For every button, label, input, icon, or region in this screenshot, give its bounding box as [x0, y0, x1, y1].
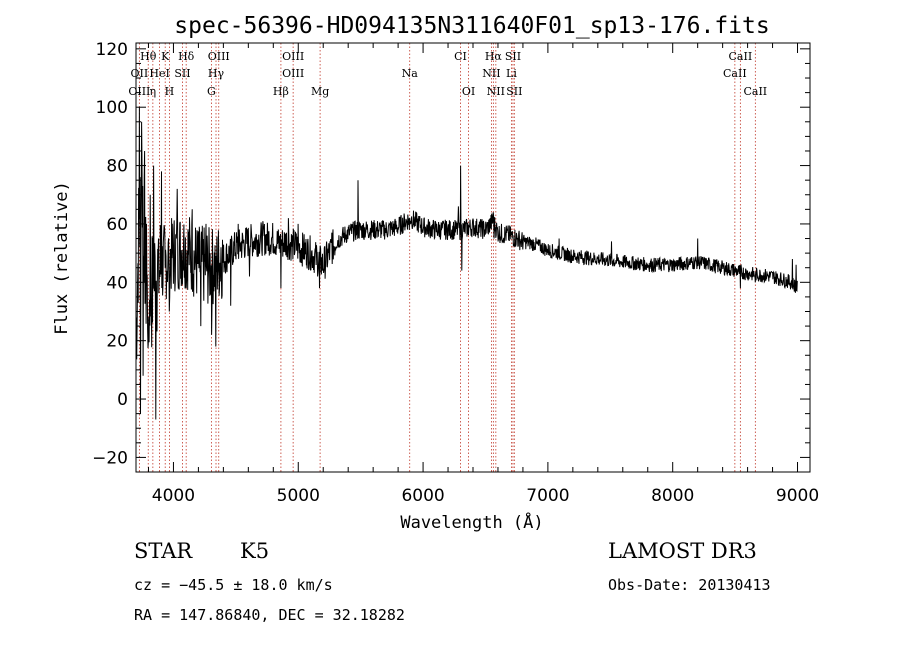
y-axis-label: Flux (relative): [52, 181, 72, 335]
observation-date: Obs-Date: 20130413: [608, 576, 771, 594]
y-tick-label: 80: [106, 157, 128, 177]
object-subclass: K5: [240, 539, 269, 563]
spectral-line-label: SII: [505, 50, 521, 63]
spectral-line-label: OIII: [282, 50, 304, 63]
x-tick-label: 7000: [526, 486, 569, 506]
spectral-line-label: G: [207, 85, 216, 98]
spectral-line-label: OIII: [208, 50, 230, 63]
redshift-cz: cz = −45.5 ± 18.0 km/s: [134, 576, 333, 594]
y-axis-ticks: −20 0 20 40 60 80 100 120: [92, 40, 810, 468]
spectral-line-label: K: [161, 50, 170, 63]
spectral-line-label: H: [165, 85, 175, 98]
spectral-line-label: Hδ: [178, 50, 195, 63]
spectral-line-label: Mg: [311, 85, 329, 98]
spectral-line-label: OIII: [128, 85, 150, 98]
spectral-line-label: OIII: [282, 67, 304, 80]
spectral-line-label: Hθ: [140, 50, 157, 63]
spectral-line-label: Hγ: [208, 67, 225, 80]
spectral-line-label: Hβ: [273, 85, 289, 98]
spectral-line-label: CI: [454, 50, 467, 63]
spectral-line-label: OII: [131, 67, 149, 80]
spectral-line-label: SII: [174, 67, 190, 80]
x-tick-label: 9000: [776, 486, 819, 506]
plot-frame: [135, 42, 811, 473]
spectral-line-label: CaII: [743, 85, 767, 98]
x-axis-label: Wavelength (Å): [400, 511, 543, 533]
spectral-line-label: HeI: [149, 67, 169, 80]
y-tick-label: 100: [96, 98, 128, 118]
spectral-line-label: Na: [402, 67, 419, 80]
spectral-line-label: NII: [487, 85, 505, 98]
y-tick-label: 120: [96, 40, 128, 60]
y-tick-label: 20: [106, 332, 128, 352]
spectral-line-label: SII: [506, 85, 522, 98]
spectral-line-label: CaII: [729, 50, 753, 63]
object-class: STAR: [134, 539, 193, 563]
y-tick-label: 40: [106, 273, 128, 293]
x-tick-label: 5000: [277, 486, 320, 506]
chart-title: spec-56396-HD094135N311640F01_sp13-176.f…: [174, 13, 769, 39]
x-axis-ticks: 4000 5000 6000 7000 8000 9000: [147, 43, 819, 506]
x-tick-label: 8000: [651, 486, 694, 506]
spectral-line-label: OI: [462, 85, 475, 98]
y-tick-label: 60: [106, 215, 128, 235]
x-tick-label: 6000: [401, 486, 444, 506]
coordinates: RA = 147.86840, DEC = 32.18282: [134, 606, 405, 624]
y-tick-label: 0: [117, 390, 128, 410]
survey-name: LAMOST DR3: [608, 539, 757, 563]
spectral-line-label: η: [150, 85, 157, 98]
x-tick-label: 4000: [152, 486, 195, 506]
y-tick-label: −20: [92, 448, 128, 468]
spectral-line-label: Hα: [485, 50, 503, 63]
spectrum-line: [135, 107, 798, 420]
spectral-line-markers: [138, 43, 756, 472]
spectral-line-label: CaII: [723, 67, 747, 80]
spectral-line-label: NII: [482, 67, 500, 80]
spectral-line-label: Li: [506, 67, 517, 80]
